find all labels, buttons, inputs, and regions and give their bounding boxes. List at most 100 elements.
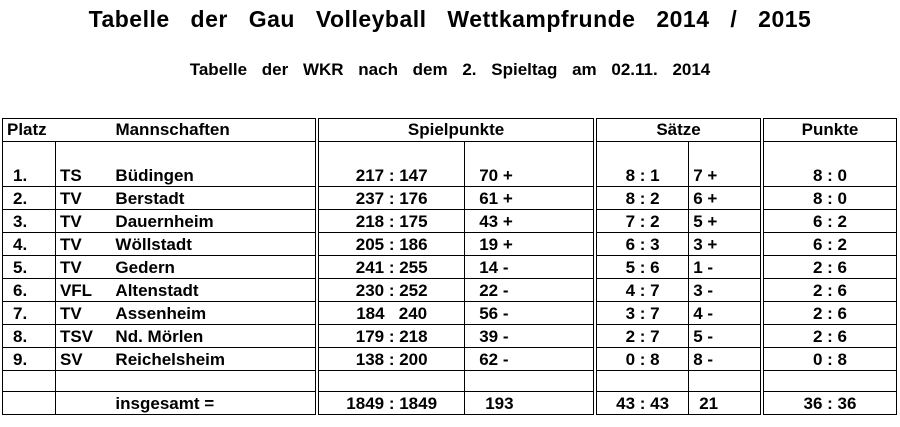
cell: 39 - [464,324,596,348]
cell: 8 - [688,347,763,371]
cell: 2 : 6 [760,255,897,279]
cell: 3. [2,209,56,233]
empty-cell [54,370,112,392]
cell: Assenheim [111,301,318,325]
empty-cell [2,391,56,415]
cell: 19 + [464,232,596,256]
empty-cell [593,370,689,392]
cell: TSV [54,324,112,348]
cell: 3 - [688,278,763,302]
cell: Nd. Mörlen [111,324,318,348]
cell: 8 : 1 [593,141,689,187]
cell: 2 : 6 [760,301,897,325]
cell: 62 - [464,347,596,371]
cell: VFL [54,278,112,302]
subtitle: Tabelle der WKR nach dem 2. Spieltag am … [189,60,711,79]
cell: 43 + [464,209,596,233]
header-cell: Mannschaften [55,118,318,142]
total-cell: 1849 : 1849 [315,391,465,415]
header-cell: Platz [2,118,56,142]
cell: 6. [2,278,56,302]
title: Tabelle der Gau Volleyball Wettkampfrund… [88,6,812,32]
cell: 22 - [464,278,596,302]
total-label: insgesamt = [111,391,318,415]
cell: 179 : 218 [315,324,465,348]
cell: 5 - [688,324,763,348]
cell: 4 : 7 [593,278,689,302]
header-cell: Sätze [593,118,763,142]
total-cell: 21 [688,391,763,415]
header-cell: Punkte [760,118,897,142]
header-cell: Spielpunkte [315,118,596,142]
cell: 2 : 6 [760,278,897,302]
cell: TV [54,186,112,210]
cell: 217 : 147 [315,141,465,187]
cell: 8 : 0 [760,141,897,187]
total-cell: 193 [464,391,596,415]
cell: 4 - [688,301,763,325]
total-cell: 43 : 43 [593,391,689,415]
cell: 6 : 3 [593,232,689,256]
cell: 0 : 8 [593,347,689,371]
cell: 237 : 176 [315,186,465,210]
cell: 9. [2,347,56,371]
cell: 5. [2,255,56,279]
cell: 14 - [464,255,596,279]
cell: Altenstadt [111,278,318,302]
cell: 138 : 200 [315,347,465,371]
cell: 1 - [688,255,763,279]
cell: Wöllstadt [111,232,318,256]
cell: 2 : 6 [760,324,897,348]
empty-cell [688,370,763,392]
cell: Dauernheim [111,209,318,233]
cell: 4. [2,232,56,256]
cell: 7. [2,301,56,325]
empty-cell [111,370,318,392]
cell: Reichelsheim [111,347,318,371]
cell: 70 + [464,141,596,187]
cell: 8 : 2 [593,186,689,210]
cell: 7 + [688,141,763,187]
cell: 2 : 7 [593,324,689,348]
cell: 8. [2,324,56,348]
table-row [2,370,897,392]
cell: 205 : 186 [315,232,465,256]
empty-cell [464,370,596,392]
cell: SV [54,347,112,371]
cell: Berstadt [111,186,318,210]
empty-cell [760,370,897,392]
cell: 6 + [688,186,763,210]
cell: TV [54,232,112,256]
cell: 0 : 8 [760,347,897,371]
cell: 6 : 2 [760,232,897,256]
empty-cell [2,370,56,392]
cell: 2. [2,186,56,210]
empty-cell [54,391,112,415]
cell: 8 : 0 [760,186,897,210]
cell: TV [54,301,112,325]
cell: 218 : 175 [315,209,465,233]
empty-cell [315,370,465,392]
cell: Gedern [111,255,318,279]
cell: 7 : 2 [593,209,689,233]
cell: 61 + [464,186,596,210]
cell: TV [54,255,112,279]
table-row: insgesamt = 1849 : 1849 193 43 : 43 21 36 : 3… [2,391,897,415]
cell: 5 + [688,209,763,233]
cell: 56 - [464,301,596,325]
cell: TS [54,141,112,187]
total-cell: 36 : 36 [760,391,897,415]
cell: 5 : 6 [593,255,689,279]
table-row: Platz Mannschaften Spielpunkte Sätze Punkte [2,118,897,142]
standings-table: Platz Mannschaften Spielpunkte Sätze Punkte 1… [2,118,897,415]
cell: 241 : 255 [315,255,465,279]
